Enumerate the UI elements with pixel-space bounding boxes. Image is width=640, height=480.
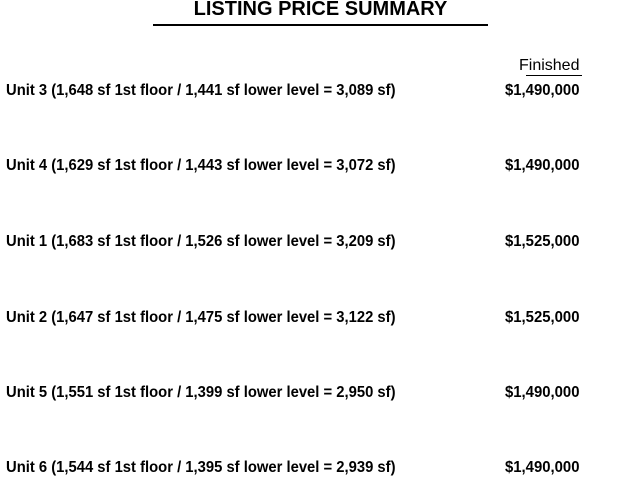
- unit-price: $1,490,000: [505, 384, 580, 401]
- page-title: LISTING PRICE SUMMARY: [193, 0, 448, 20]
- column-header-finished: Finished: [519, 57, 580, 74]
- unit-price: $1,525,000: [505, 309, 580, 326]
- unit-row: Unit 3 (1,648 sf 1st floor / 1,441 sf lo…: [0, 81, 640, 101]
- unit-price: $1,525,000: [505, 233, 580, 250]
- unit-description: Unit 3 (1,648 sf 1st floor / 1,441 sf lo…: [6, 82, 396, 99]
- unit-row: Unit 6 (1,544 sf 1st floor / 1,395 sf lo…: [0, 458, 640, 478]
- column-header-underline: [526, 75, 582, 76]
- unit-row: Unit 5 (1,551 sf 1st floor / 1,399 sf lo…: [0, 383, 640, 403]
- unit-description: Unit 2 (1,647 sf 1st floor / 1,475 sf lo…: [6, 309, 396, 326]
- unit-description: Unit 6 (1,544 sf 1st floor / 1,395 sf lo…: [6, 459, 396, 476]
- unit-description: Unit 5 (1,551 sf 1st floor / 1,399 sf lo…: [6, 384, 396, 401]
- unit-price: $1,490,000: [505, 82, 580, 99]
- unit-price: $1,490,000: [505, 459, 580, 476]
- unit-description: Unit 1 (1,683 sf 1st floor / 1,526 sf lo…: [6, 233, 396, 250]
- unit-price: $1,490,000: [505, 157, 580, 174]
- unit-row: Unit 4 (1,629 sf 1st floor / 1,443 sf lo…: [0, 156, 640, 176]
- title-underline: [153, 24, 488, 26]
- unit-row: Unit 2 (1,647 sf 1st floor / 1,475 sf lo…: [0, 308, 640, 328]
- unit-description: Unit 4 (1,629 sf 1st floor / 1,443 sf lo…: [6, 157, 396, 174]
- unit-row: Unit 1 (1,683 sf 1st floor / 1,526 sf lo…: [0, 232, 640, 252]
